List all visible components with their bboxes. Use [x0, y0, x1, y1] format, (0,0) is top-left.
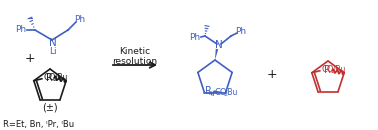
Text: Ph: Ph	[189, 32, 201, 41]
Text: 2: 2	[331, 69, 335, 74]
Text: Kinetic: Kinetic	[119, 47, 150, 57]
Text: resolution: resolution	[112, 57, 158, 67]
Text: Ph: Ph	[74, 15, 85, 24]
Text: R: R	[205, 86, 212, 96]
Text: ᵗBu: ᵗBu	[226, 88, 238, 97]
Text: R: R	[324, 65, 331, 75]
Text: Ph: Ph	[15, 25, 26, 34]
Text: ᵗBu: ᵗBu	[55, 73, 68, 82]
Text: ᵗBu: ᵗBu	[333, 65, 346, 74]
Text: N: N	[215, 40, 223, 50]
Text: R=Et, Bn, ᴵPr, ᴵBu: R=Et, Bn, ᴵPr, ᴵBu	[3, 119, 74, 128]
Text: +: +	[267, 69, 277, 82]
Text: CO: CO	[214, 88, 227, 97]
Text: Li: Li	[49, 47, 57, 56]
Text: CO: CO	[322, 65, 334, 74]
Polygon shape	[214, 90, 226, 93]
Text: 2: 2	[53, 77, 57, 82]
Text: R: R	[46, 73, 53, 83]
Text: CO: CO	[44, 73, 56, 82]
Text: (±): (±)	[42, 103, 58, 113]
Polygon shape	[215, 49, 218, 60]
Text: N: N	[49, 38, 57, 48]
Text: 2: 2	[223, 92, 228, 97]
Text: Ph: Ph	[235, 27, 246, 35]
Text: +: +	[25, 51, 35, 64]
